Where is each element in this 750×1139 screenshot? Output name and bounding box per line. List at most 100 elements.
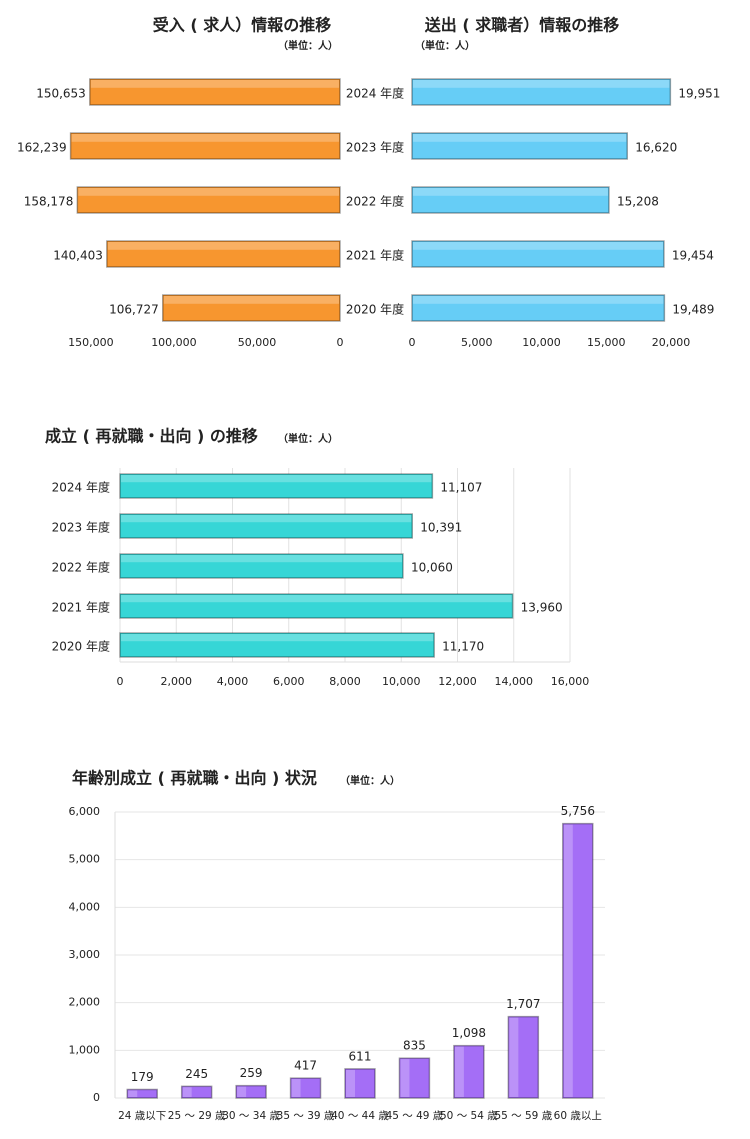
bar <box>398 1057 431 1099</box>
bar <box>453 1044 485 1099</box>
bar <box>119 553 404 579</box>
y-tick-label: 2,000 <box>69 996 101 1009</box>
chart-subtitle: （単位：人） <box>415 39 475 52</box>
y-tick-label: 3,000 <box>69 948 101 961</box>
bar <box>162 294 341 322</box>
y-tick-label: 6,000 <box>69 805 101 818</box>
bar-highlight <box>90 80 340 88</box>
value-label: 19,454 <box>672 249 714 263</box>
category-label: 2020 年度 <box>346 302 404 317</box>
category-label: 2021 年度 <box>346 248 404 263</box>
bar-highlight <box>128 1090 138 1097</box>
value-label: 245 <box>185 1067 208 1081</box>
chart-subtitle: （単位：人） <box>278 39 338 52</box>
x-tick-label: 150,000 <box>68 336 114 349</box>
bar-highlight <box>121 595 512 603</box>
bar-highlight <box>237 1086 247 1097</box>
category-label: 2024 年度 <box>52 480 110 495</box>
value-label: 5,756 <box>561 804 595 818</box>
value-label: 106,727 <box>109 303 159 317</box>
bar <box>235 1084 267 1099</box>
x-tick-label: 2,000 <box>161 675 193 688</box>
chart-subtitle: （単位：人） <box>278 432 338 445</box>
category-label: 2023 年度 <box>52 520 110 535</box>
category-label: 2021 年度 <box>52 600 110 615</box>
chart-title: 年齢別成立 ( 再就職・出向 ) 状況 <box>72 769 317 788</box>
bar-highlight <box>107 242 340 250</box>
x-tick-label: 15,000 <box>587 336 626 349</box>
x-tick-label: 55 ～ 59 歳 <box>494 1110 552 1122</box>
bar-highlight <box>182 1087 192 1097</box>
bar <box>126 1088 158 1099</box>
x-tick-label: 4,000 <box>217 675 249 688</box>
value-label: 835 <box>403 1039 426 1053</box>
bar <box>119 593 514 619</box>
bar <box>411 78 672 106</box>
chart-title: 受入 ( 求人）情報の推移 <box>153 16 331 35</box>
bar <box>119 473 434 499</box>
x-tick-label: 10,000 <box>382 675 421 688</box>
bar-highlight <box>121 634 434 642</box>
x-tick-label: 100,000 <box>151 336 197 349</box>
bar-highlight <box>413 242 663 250</box>
value-label: 611 <box>349 1049 372 1063</box>
bar-highlight <box>121 475 432 483</box>
x-tick-label: 50,000 <box>238 336 277 349</box>
x-tick-label: 10,000 <box>522 336 561 349</box>
y-tick-label: 5,000 <box>69 853 101 866</box>
x-tick-label: 8,000 <box>329 675 361 688</box>
value-label: 150,653 <box>36 87 86 101</box>
x-tick-label: 14,000 <box>495 675 534 688</box>
bar-highlight <box>71 134 339 142</box>
bar <box>344 1068 376 1099</box>
value-label: 11,170 <box>442 640 484 654</box>
value-label: 1,098 <box>452 1026 486 1040</box>
x-tick-label: 0 <box>117 675 124 688</box>
bar-highlight <box>509 1017 519 1097</box>
x-tick-label: 0 <box>337 336 344 349</box>
bar <box>69 132 341 160</box>
bar <box>411 186 610 214</box>
bar-highlight <box>454 1046 464 1097</box>
bar-highlight <box>78 188 340 196</box>
bar <box>562 822 594 1099</box>
value-label: 162,239 <box>17 141 67 155</box>
chart-title: 送出 ( 求職者）情報の推移 <box>424 16 619 35</box>
x-tick-label: 40 ～ 44 歳 <box>331 1110 389 1122</box>
y-tick-label: 1,000 <box>69 1043 101 1056</box>
bar <box>507 1015 540 1099</box>
x-tick-label: 30 ～ 34 歳 <box>222 1110 280 1122</box>
x-tick-label: 0 <box>409 336 416 349</box>
bar-highlight <box>413 80 670 88</box>
bar <box>76 186 341 214</box>
value-label: 10,391 <box>420 521 462 535</box>
x-tick-label: 6,000 <box>273 675 305 688</box>
bar-highlight <box>413 296 664 304</box>
bar <box>411 294 666 322</box>
x-tick-label: 24 歳以下 <box>118 1110 166 1122</box>
x-tick-label: 60 歳以上 <box>554 1110 602 1122</box>
chart-title: 成立 ( 再就職・出向 ) の推移 <box>45 427 258 446</box>
value-label: 158,178 <box>24 195 74 209</box>
value-label: 259 <box>240 1066 263 1080</box>
bar-highlight <box>413 134 627 142</box>
bar-highlight <box>121 555 402 563</box>
bar <box>89 78 341 106</box>
bar-highlight <box>291 1079 301 1097</box>
y-tick-label: 0 <box>93 1091 100 1104</box>
category-label: 2020 年度 <box>52 639 110 654</box>
x-tick-label: 20,000 <box>652 336 691 349</box>
bar-highlight <box>413 188 608 196</box>
x-tick-label: 16,000 <box>551 675 590 688</box>
bar <box>411 132 628 160</box>
x-tick-label: 35 ～ 39 歳 <box>277 1110 335 1122</box>
category-label: 2024 年度 <box>346 86 404 101</box>
x-tick-label: 5,000 <box>461 336 493 349</box>
bar <box>106 240 341 268</box>
x-tick-label: 12,000 <box>438 675 477 688</box>
chart-subtitle: （単位：人） <box>340 774 400 787</box>
x-tick-label: 45 ～ 49 歳 <box>386 1110 444 1122</box>
bar <box>119 513 413 539</box>
value-label: 13,960 <box>521 601 563 615</box>
value-label: 10,060 <box>411 561 453 575</box>
